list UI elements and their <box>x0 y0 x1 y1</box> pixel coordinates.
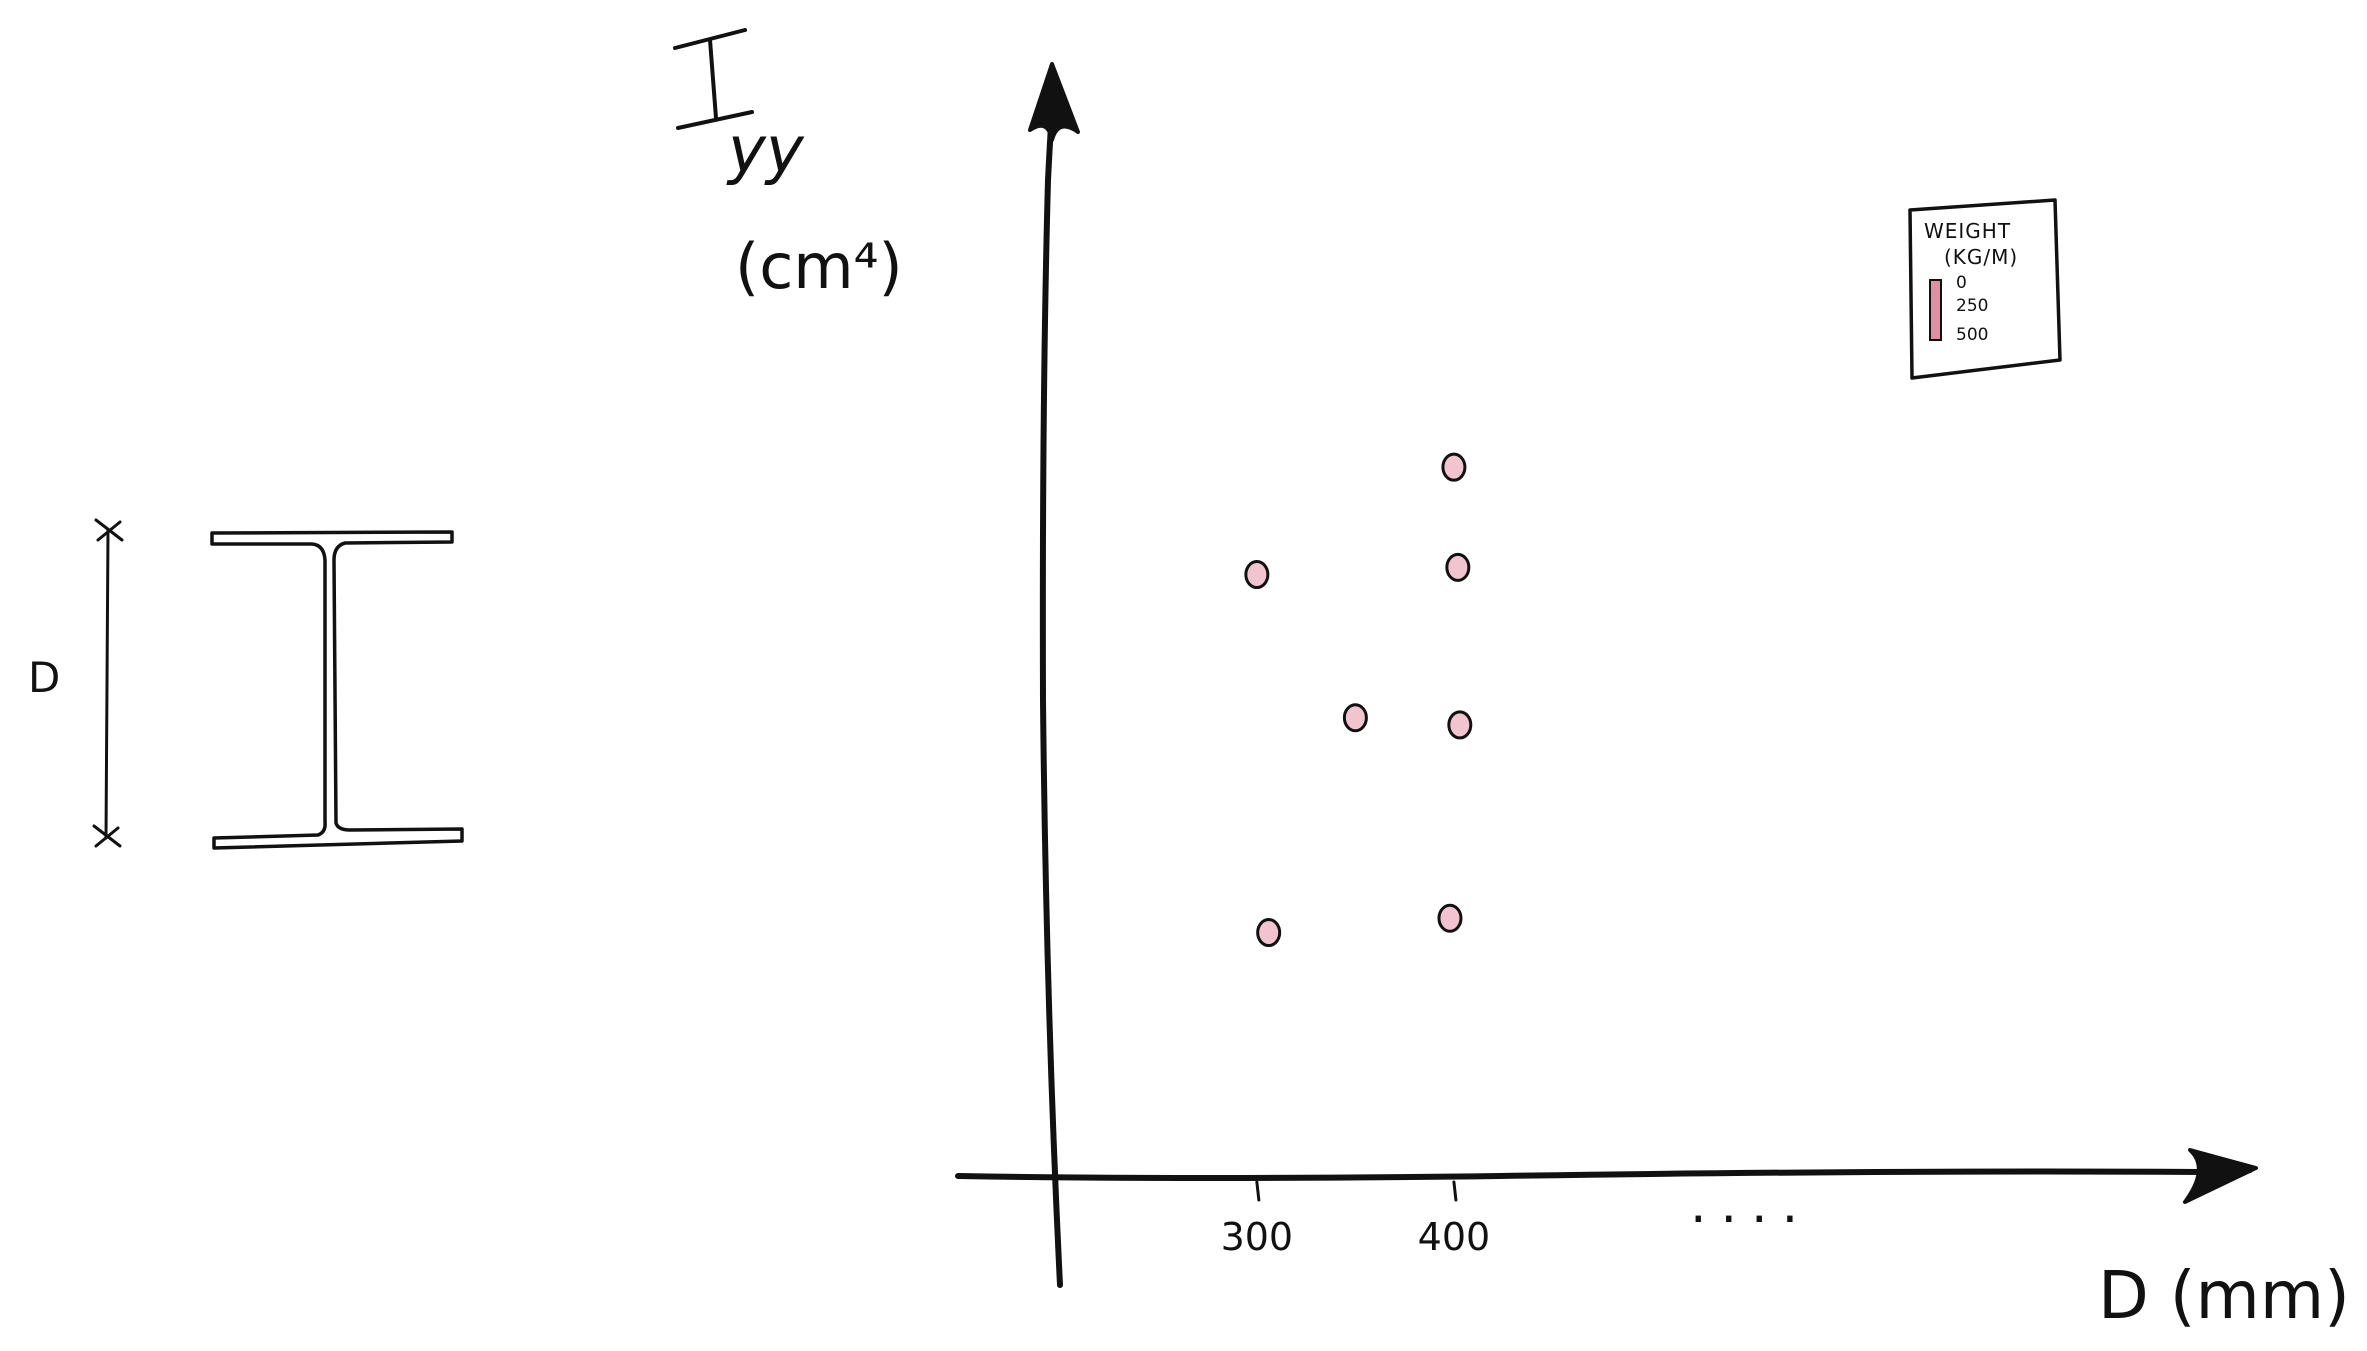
y-axis-unit: (cm⁴) <box>735 230 903 303</box>
data-point-1 <box>1244 560 1270 590</box>
beam-dimension-label: D <box>28 653 60 702</box>
legend-unit: (KG/M) <box>1944 245 2018 269</box>
legend: WEIGHT (KG/M) 0 250 500 <box>1908 198 2062 380</box>
x-tick-mark-400 <box>1452 1180 1458 1202</box>
legend-title: WEIGHT <box>1924 219 2011 243</box>
y-axis-title-subscript: yy <box>726 114 805 188</box>
legend-scale-label-0: 0 <box>1956 273 1967 293</box>
data-point-6 <box>1447 710 1473 740</box>
legend-color-bar <box>1929 279 1942 341</box>
data-point-4 <box>1441 452 1467 482</box>
x-axis-line <box>955 1167 2253 1181</box>
y-axis-arrow <box>1028 62 1080 142</box>
i-beam-outline <box>210 530 464 850</box>
x-ticks: 300 400 <box>1221 1180 1491 1259</box>
data-point-2 <box>1256 918 1282 948</box>
x-axis-title: D (mm) <box>2098 1257 2350 1334</box>
x-tick-label-400: 400 <box>1418 1215 1491 1259</box>
data-point-3 <box>1342 703 1368 733</box>
y-axis-title: yy (cm⁴) <box>673 28 903 303</box>
x-axis-arrow <box>2183 1148 2258 1204</box>
x-tick-mark-300 <box>1255 1180 1261 1202</box>
data-point-5 <box>1445 552 1471 582</box>
x-axis <box>955 1148 2258 1204</box>
x-tick-label-300: 300 <box>1221 1215 1294 1259</box>
x-axis-overflow-ellipsis: .... <box>1690 1175 1812 1235</box>
y-axis-title-glyph <box>673 28 754 130</box>
y-axis-line <box>1039 107 1063 1288</box>
i-beam-cross-section: D <box>28 518 464 850</box>
dimension-line-d <box>92 518 124 848</box>
y-axis <box>1028 62 1080 1288</box>
legend-box <box>1908 198 2062 380</box>
legend-scale-label-500: 500 <box>1956 325 1988 345</box>
data-point-7 <box>1437 903 1463 933</box>
legend-scale-label-250: 250 <box>1956 296 1988 316</box>
data-points <box>1244 452 1473 948</box>
